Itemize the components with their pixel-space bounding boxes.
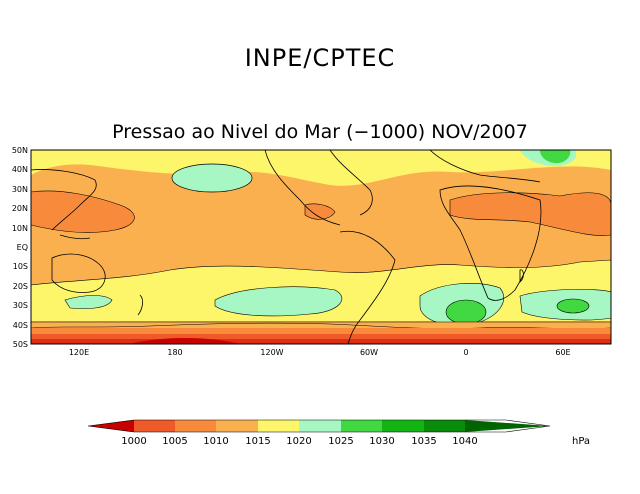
lat-label: 30N xyxy=(12,185,28,194)
lon-label: 120W xyxy=(260,348,283,357)
coastlines xyxy=(31,150,542,344)
colorbar-segment xyxy=(424,420,465,432)
lat-label: EQ xyxy=(17,243,28,252)
lat-label: 20N xyxy=(12,204,28,213)
colorbar-segment xyxy=(465,420,550,432)
colorbar-segment xyxy=(341,420,382,432)
colorbar-segment xyxy=(299,420,341,432)
map-frame xyxy=(30,149,612,345)
lat-ticks: 50N 40N 30N 20N 10N EQ 10S 20S 30S 40S 5… xyxy=(12,146,28,349)
lon-ticks: 120E 180 120W 60W 0 60E xyxy=(69,348,571,357)
colorbar-segment xyxy=(216,420,258,432)
lat-label: 50S xyxy=(13,340,28,349)
colorbar-segment xyxy=(175,420,216,432)
colorbar-label: 1020 xyxy=(286,436,311,447)
colorbar-label: 1000 xyxy=(121,436,146,447)
lon-label: 120E xyxy=(69,348,89,357)
colorbar-label: 1035 xyxy=(411,436,436,447)
lat-label: 10S xyxy=(13,262,28,271)
map-subtitle: Pressao ao Nivel do Mar (−1000) NOV/2007 xyxy=(112,121,528,143)
lat-label: 40N xyxy=(12,165,28,174)
pressure-field xyxy=(31,150,611,344)
lat-label: 40S xyxy=(13,321,28,330)
colorbar-label: 1010 xyxy=(203,436,228,447)
lat-label: 30S xyxy=(13,301,28,310)
lon-label: 0 xyxy=(463,348,468,357)
colorbar: 1000 1005 1010 1015 1020 1025 1030 1035 … xyxy=(87,419,590,447)
lon-label: 60W xyxy=(360,348,378,357)
colorbar-label: 1005 xyxy=(162,436,187,447)
colorbar-segment xyxy=(134,420,175,432)
unit-label: hPa xyxy=(572,436,590,447)
colorbar-segment xyxy=(382,420,424,432)
colorbar-label: 1040 xyxy=(452,436,477,447)
colorbar-segment xyxy=(258,420,299,432)
page-title: INPE/CPTEC xyxy=(244,44,396,72)
colorbar-label: 1025 xyxy=(328,436,353,447)
lon-label: 60E xyxy=(555,348,570,357)
colorbar-label: 1015 xyxy=(245,436,270,447)
colorbar-segment xyxy=(88,420,134,432)
lon-label: 180 xyxy=(167,348,182,357)
lat-label: 50N xyxy=(12,146,28,155)
lat-label: 20S xyxy=(13,282,28,291)
lat-label: 10N xyxy=(12,224,28,233)
colorbar-label: 1030 xyxy=(369,436,394,447)
